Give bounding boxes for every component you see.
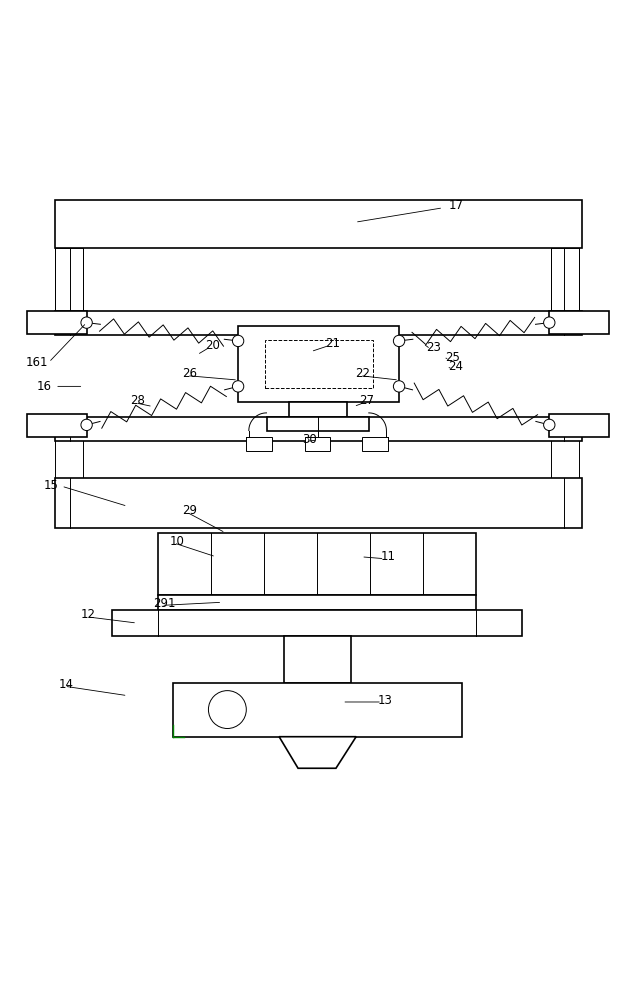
Text: 22: 22 <box>355 367 370 380</box>
Bar <box>158 595 476 610</box>
Text: 291: 291 <box>153 597 176 610</box>
Bar <box>246 437 271 451</box>
Bar <box>55 248 84 330</box>
Text: 161: 161 <box>26 356 49 369</box>
Text: 14: 14 <box>59 678 74 691</box>
Circle shape <box>81 419 93 431</box>
Bar <box>55 200 582 248</box>
Text: 30: 30 <box>302 433 317 446</box>
Bar <box>55 417 582 441</box>
Circle shape <box>543 317 555 328</box>
Text: 20: 20 <box>205 339 220 352</box>
Circle shape <box>81 317 93 328</box>
Text: 26: 26 <box>182 367 197 380</box>
Bar <box>266 417 369 431</box>
Text: 15: 15 <box>43 479 58 492</box>
Bar <box>158 533 476 595</box>
Text: 29: 29 <box>182 504 197 517</box>
Text: 24: 24 <box>448 360 463 373</box>
Polygon shape <box>279 737 356 768</box>
Text: 13: 13 <box>378 694 392 707</box>
Bar <box>363 437 388 451</box>
Circle shape <box>393 381 404 392</box>
Bar <box>264 340 373 388</box>
Bar <box>27 311 87 334</box>
Text: 25: 25 <box>445 351 460 364</box>
Bar <box>284 636 351 683</box>
Text: 23: 23 <box>426 341 441 354</box>
Bar <box>27 414 87 437</box>
Text: 16: 16 <box>37 380 52 393</box>
Bar <box>288 402 347 417</box>
Text: 27: 27 <box>359 394 373 407</box>
Circle shape <box>233 381 244 392</box>
Bar <box>549 311 609 334</box>
Bar <box>55 311 582 335</box>
Text: 28: 28 <box>130 394 145 407</box>
Bar <box>550 248 579 330</box>
Bar <box>112 610 522 636</box>
Circle shape <box>209 691 246 729</box>
Text: 17: 17 <box>448 199 463 212</box>
Bar <box>238 326 399 402</box>
Bar <box>305 437 330 451</box>
Circle shape <box>233 335 244 347</box>
Bar <box>173 683 462 737</box>
Circle shape <box>543 419 555 431</box>
Text: 21: 21 <box>325 337 340 350</box>
Circle shape <box>393 335 404 347</box>
Bar <box>55 478 582 528</box>
Text: 11: 11 <box>380 550 395 563</box>
Text: 12: 12 <box>81 608 96 621</box>
Bar <box>549 414 609 437</box>
Text: 10: 10 <box>169 535 184 548</box>
